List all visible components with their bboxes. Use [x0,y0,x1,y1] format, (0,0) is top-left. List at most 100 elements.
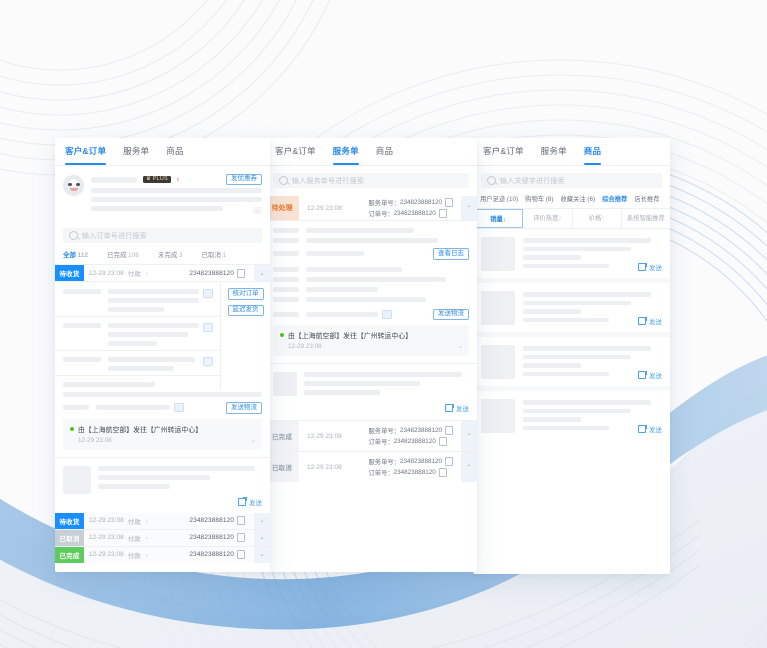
order-status-badge: 已完成 [55,546,84,563]
product-thumbnail [481,399,515,433]
order-row-expanded[interactable]: 待收货 12-29 23:08 付款 ⌄ 234823888120 ⌄ [55,265,270,282]
ticket-row[interactable]: 已取消 12-29 23:08 服务单号： 234823888120 订单号： … [265,451,477,482]
chip-recommended[interactable]: 综合推荐 [602,196,628,203]
copy-icon[interactable] [438,209,447,218]
copy-icon[interactable] [438,468,447,477]
tab-customer-orders[interactable]: 客户&订单 [65,138,107,165]
chevron-down-icon[interactable]: ⌄ [457,344,463,350]
ticket-header-row[interactable]: 待处理 12-29 23:08 服务单号： 234823888120 订单号： … [265,196,477,221]
chevron-down-icon[interactable]: ⌄ [144,534,149,541]
left-panel-tabs: 客户&订单 服务单 商品 [55,138,270,166]
chevron-down-icon[interactable]: ⌄ [144,270,149,276]
order-product-card[interactable] [55,458,270,497]
ticket-product-card[interactable] [265,364,477,403]
ticket-search-input[interactable]: 输入服务单号进行搜索 [273,173,469,188]
tab-products[interactable]: 商品 [166,146,184,156]
chip-cart[interactable]: 购物车 (8) [525,196,554,203]
order-send-link[interactable]: 发送 [238,497,262,507]
tab-service-ticket[interactable]: 服务单 [332,138,359,165]
image-attachment-icon[interactable] [203,323,213,332]
collapse-chevron-icon[interactable]: ⌄ [254,265,270,281]
image-attachment-icon[interactable] [203,289,213,298]
product-send-link[interactable]: 发送 [638,424,662,434]
product-list-item[interactable]: 发送 [473,229,670,278]
chip-favorites[interactable]: 收藏关注 (6) [560,196,596,203]
chip-footprint[interactable]: 用户足迹 (10) [480,196,519,203]
external-link-icon [638,370,647,379]
order-row[interactable]: 已取消 12-29 23:08 付款 ⌄ 234823888120 ⌄ [55,529,270,547]
tab-products[interactable]: 商品 [583,138,602,165]
product-search-input[interactable]: 输入关键字进行搜索 [481,173,662,188]
tab-customer-orders[interactable]: 客户&订单 [275,146,316,156]
ticket-numbers: 服务单号： 234823888120 订单号： 234823888120 [368,452,461,482]
chevron-down-icon[interactable]: ⌄ [250,437,256,444]
expand-chevron-icon[interactable]: ⌄ [254,512,270,529]
customer-order-panel: 客户&订单 服务单 商品 ♛ PLUS ♀ 发优惠券 [55,138,270,572]
view-log-button[interactable]: 查看日志 [433,248,469,260]
logistics-card[interactable]: 由【上海航空部】发往【广州转运中心】 12-29 23:08 ⌄ [273,325,469,356]
image-attachment-icon[interactable] [382,309,392,319]
chevron-down-icon[interactable]: ⌄ [144,517,149,524]
ticket-numbers: 服务单号： 234823888120 订单号： 234823888120 [368,196,461,220]
copy-icon[interactable] [445,457,453,466]
logistics-card[interactable]: 由【上海航空部】发往【广州转运中心】 12-29 23:08 ⌄ [63,418,262,450]
tab-service-ticket[interactable]: 服务单 [123,146,150,156]
filter-cancelled[interactable]: 已取消 1 [201,252,227,259]
copy-icon[interactable] [445,198,453,207]
order-row[interactable]: 待收货 12-29 23:08 付款 ⌄ 234823888120 ⌄ [55,512,270,530]
list-divider [473,332,670,337]
status-dot-icon [280,333,284,337]
collapse-chevron-icon[interactable]: ⌃ [461,421,477,451]
sort-sales[interactable]: 销量↓ [473,209,524,228]
order-row[interactable]: 已完成 12-29 23:08 付款 ⌄ 234823888120 ⌄ [55,546,270,563]
chip-shop-recommended[interactable]: 店长推荐 [634,196,660,203]
product-send-link[interactable]: 发送 [638,316,662,326]
product-list-item[interactable]: 发送 [473,337,670,386]
product-list-item[interactable]: 发送 [473,283,670,332]
logistics-route: 由【上海航空部】发往【广州转运中心】 [78,426,203,434]
expand-chevron-icon[interactable]: ⌄ [254,546,270,563]
chevron-down-icon[interactable]: ⌄ [144,551,149,558]
ticket-row[interactable]: 已完成 12-29 23:08 服务单号： 234823888120 订单号： … [265,420,477,451]
sort-smart-recommend[interactable]: 系统智能推荐 [626,215,665,222]
verify-order-button[interactable]: 核对订单 [227,288,264,300]
ticket-attachment-row: 发送物流 [265,308,477,320]
filter-completed[interactable]: 已完成 108 [107,252,139,259]
copy-icon[interactable] [237,533,245,542]
product-list-item[interactable]: 发送 [473,391,670,440]
filter-incomplete[interactable]: 未完成 3 [157,252,183,259]
order-id: 234823888120 [189,551,234,558]
service-no-label: 服务单号： [368,428,400,435]
copy-icon[interactable] [237,516,245,525]
order-attachment-row: 发送物流 [55,402,270,414]
product-info-skeleton [98,465,262,493]
image-attachment-icon[interactable] [203,357,213,366]
ticket-send-link[interactable]: 发送 [445,403,469,413]
sort-review-popularity[interactable]: 评价热度↓ [523,209,573,228]
expand-chevron-icon[interactable]: ⌄ [254,529,270,546]
order-search-input[interactable]: 输入订单号进行搜索 [63,228,262,243]
send-logistics-button[interactable]: 发送物流 [433,308,469,320]
filter-all[interactable]: 全部 112 [63,252,88,259]
tab-products[interactable]: 商品 [375,146,394,156]
copy-icon[interactable] [438,437,447,446]
collapse-chevron-icon[interactable]: ⌃ [461,196,477,220]
image-attachment-icon[interactable] [174,403,184,413]
tab-service-ticket[interactable]: 服务单 [540,146,567,156]
sort-price[interactable]: 价格↑ [573,209,622,228]
send-coupon-button[interactable]: 发优惠券 [226,173,262,186]
copy-icon[interactable] [445,426,453,435]
copy-icon[interactable] [237,268,245,278]
product-send-link[interactable]: 发送 [638,370,662,380]
product-send-link[interactable]: 发送 [638,262,662,272]
tab-customer-orders[interactable]: 客户&订单 [483,146,524,156]
order-item-skeleton [55,351,221,375]
delay-shipment-button[interactable]: 延迟发货 [227,304,264,316]
external-link-icon [638,262,647,271]
external-link-icon [638,424,647,433]
collapse-chevron-icon[interactable]: ⌃ [461,452,477,482]
send-logistics-button[interactable]: 发送物流 [226,402,262,414]
copy-icon[interactable] [237,550,245,559]
avatar[interactable] [63,175,84,196]
expand-chevron-icon[interactable]: ⌄ [253,207,262,214]
